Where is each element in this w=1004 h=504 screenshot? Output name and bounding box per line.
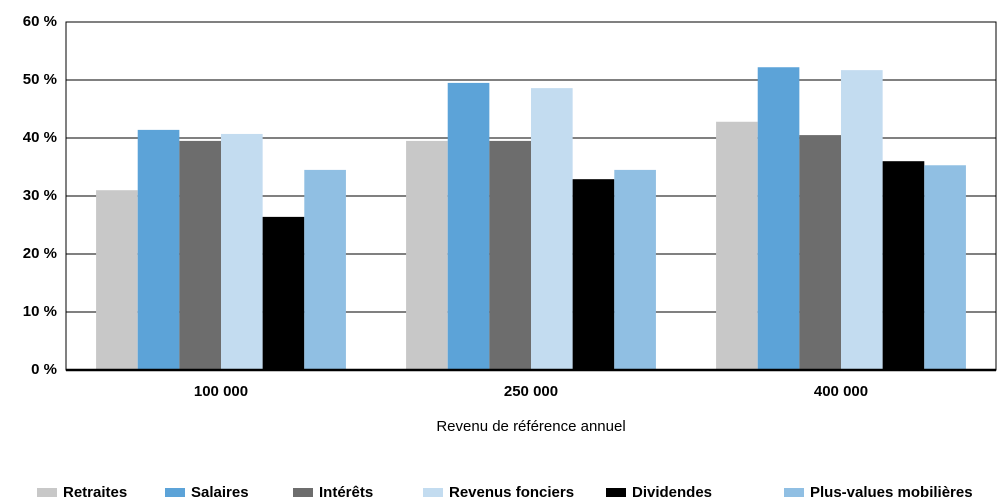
legend-label: Intérêts <box>319 484 373 501</box>
y-tick-label: 30 % <box>23 187 57 204</box>
x-tick-label: 400 000 <box>814 383 868 400</box>
y-tick-label: 0 % <box>31 361 57 378</box>
legend-label: Dividendes <box>632 484 712 501</box>
bar <box>489 140 531 370</box>
bar <box>531 88 573 371</box>
bar <box>447 82 490 371</box>
legend-swatch <box>37 488 57 497</box>
bar <box>757 67 800 371</box>
legend-label: Salaires <box>191 484 249 501</box>
bar <box>799 135 841 370</box>
bar <box>179 140 221 370</box>
bar <box>716 121 758 370</box>
bar <box>137 129 180 370</box>
legend-swatch <box>784 488 804 497</box>
y-tick-label: 50 % <box>23 71 57 88</box>
bar <box>221 133 263 370</box>
legend-swatch <box>165 488 185 497</box>
bar <box>614 169 656 370</box>
x-tick-label: 250 000 <box>504 383 558 400</box>
bar <box>96 190 138 370</box>
legend-label: Plus-values mobilières <box>810 484 973 501</box>
bar <box>406 140 448 370</box>
x-axis-label: Revenu de référence annuel <box>436 418 625 435</box>
bar <box>882 161 925 370</box>
bar <box>841 70 883 370</box>
y-tick-label: 40 % <box>23 129 57 146</box>
x-tick-label: 100 000 <box>194 383 248 400</box>
bar <box>572 179 615 370</box>
bar <box>924 165 966 370</box>
bar <box>262 216 305 370</box>
legend-swatch <box>606 488 626 497</box>
y-tick-label: 20 % <box>23 245 57 262</box>
legend-label: Revenus fonciers <box>449 484 574 501</box>
legend-swatch <box>293 488 313 497</box>
y-tick-label: 60 % <box>23 13 57 30</box>
legend-swatch <box>423 488 443 497</box>
y-tick-label: 10 % <box>23 303 57 320</box>
legend-label: Retraites <box>63 484 127 501</box>
bar <box>304 169 346 370</box>
